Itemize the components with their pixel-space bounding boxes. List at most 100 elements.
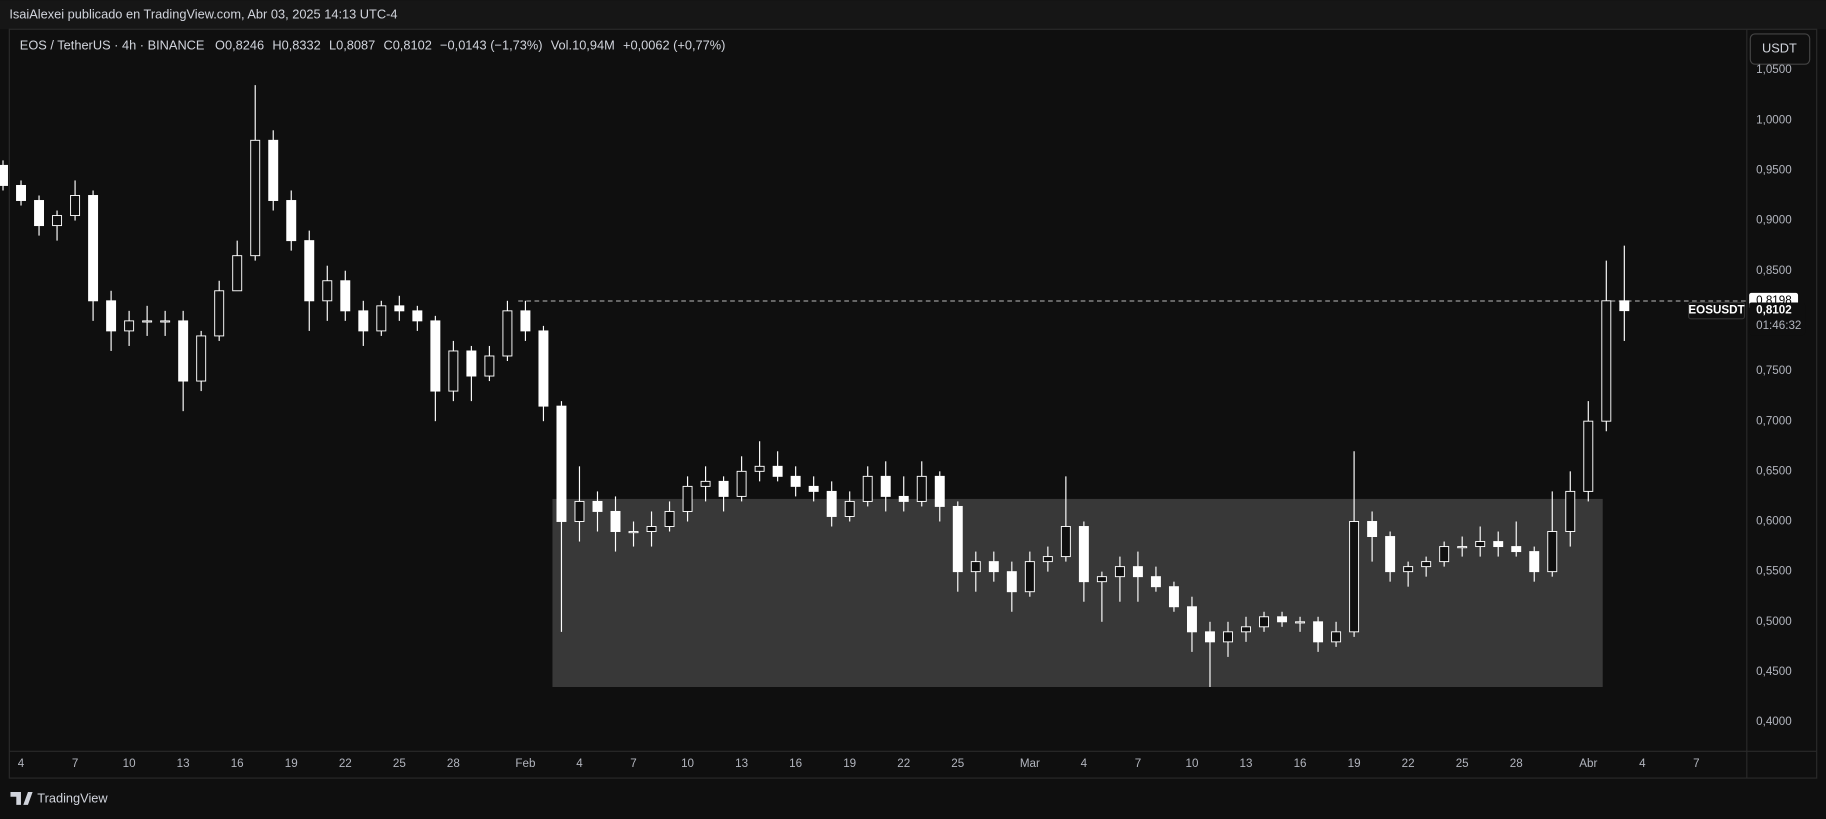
candle-body xyxy=(898,495,909,502)
candle-body xyxy=(502,310,513,357)
legend-key: O xyxy=(215,38,225,53)
last-price-box xyxy=(1749,302,1806,336)
candle-body xyxy=(1024,561,1035,593)
x-tick-label: 13 xyxy=(177,757,190,770)
x-tick-label: Abr xyxy=(1579,757,1597,770)
x-tick-label: 4 xyxy=(18,757,25,770)
candle-body xyxy=(358,310,369,332)
logo-mark xyxy=(10,792,33,805)
candle-body xyxy=(160,320,171,323)
publisher: IsaiAlexei publicado en TradingView.com,… xyxy=(9,7,397,22)
candle-body xyxy=(196,335,207,382)
candle-body xyxy=(1493,541,1504,548)
candle-body xyxy=(1205,631,1215,643)
x-tick-label: 25 xyxy=(393,757,406,770)
candle-body xyxy=(754,465,765,472)
legend-key: L xyxy=(329,38,336,53)
candle-body xyxy=(1457,546,1468,549)
y-tick-label: 1,0500 xyxy=(1756,63,1792,76)
y-tick-label: 0,4000 xyxy=(1756,715,1792,728)
candle-body xyxy=(340,280,351,312)
candle-body xyxy=(1385,536,1396,573)
candle-body xyxy=(1583,420,1594,492)
brand: TradingView xyxy=(37,790,108,805)
y-tick-label: 0,7000 xyxy=(1756,414,1792,427)
symbol-label-box xyxy=(1688,301,1746,320)
candle-body xyxy=(1313,621,1324,643)
y-tick-label: 0,4500 xyxy=(1756,665,1792,678)
candle-body xyxy=(1331,631,1342,643)
zone xyxy=(552,498,1603,687)
candle-body xyxy=(1186,606,1197,633)
y-tick-label: 0,7500 xyxy=(1756,364,1792,377)
x-tick-label: 25 xyxy=(951,757,964,770)
candle-body xyxy=(646,526,657,532)
candle-body xyxy=(430,320,441,392)
x-tick-label: 16 xyxy=(1294,757,1307,770)
candle-body xyxy=(448,350,459,392)
x-tick-label: Mar xyxy=(1020,757,1040,770)
candle-body xyxy=(934,475,945,507)
candle-body xyxy=(1132,566,1143,578)
candle-body xyxy=(628,531,639,534)
candle-body xyxy=(1529,551,1540,573)
x-tick-label: 16 xyxy=(789,757,802,770)
candle-body xyxy=(880,475,891,497)
x-tick-label: 4 xyxy=(576,757,583,770)
candle-body xyxy=(538,330,549,407)
legend-key: H xyxy=(272,38,281,53)
legend: EOS / TetherUS · 4h · BINANCE O0,8246 H0… xyxy=(20,38,726,53)
candle-body xyxy=(214,290,225,337)
candle-body xyxy=(610,510,621,532)
candle-body xyxy=(178,320,189,382)
candle-body xyxy=(952,505,963,573)
candle-body xyxy=(394,305,405,312)
candle-body xyxy=(1619,300,1630,312)
candle-body xyxy=(970,561,981,573)
candle-body xyxy=(1367,521,1378,537)
candle-body xyxy=(0,164,8,186)
legend-value: 0,8332 xyxy=(282,38,321,53)
candle-body xyxy=(1259,616,1269,628)
candle-body xyxy=(124,320,135,332)
candle-body xyxy=(484,355,495,377)
x-tick-label: 7 xyxy=(1135,757,1141,770)
countdown: 01:46:32 xyxy=(1756,319,1801,332)
candle-body xyxy=(88,195,99,302)
legend-value: 0,8246 xyxy=(225,38,264,53)
volume-value: 10,94M xyxy=(572,38,615,53)
candle-body xyxy=(1403,566,1414,573)
candle-body xyxy=(826,490,837,517)
x-tick-label: Feb xyxy=(515,757,535,770)
candle-body xyxy=(1295,621,1306,624)
y-tick-label: 1,0000 xyxy=(1756,113,1792,126)
candle-body xyxy=(772,465,783,477)
candle-body xyxy=(592,500,603,512)
y-tick-label: 0,6500 xyxy=(1756,464,1792,477)
currency-button[interactable] xyxy=(1749,33,1811,65)
candle-body xyxy=(1601,300,1612,422)
candle-body xyxy=(1150,576,1161,588)
candle-body xyxy=(1006,571,1017,593)
y-tick-label: 0,9500 xyxy=(1756,163,1792,176)
legend-key: C xyxy=(383,38,392,53)
candle-body xyxy=(52,215,63,227)
y-tick-label: 0,6000 xyxy=(1756,515,1792,528)
x-tick-label: 4 xyxy=(1081,757,1088,770)
x-tick-label: 25 xyxy=(1456,757,1469,770)
plot xyxy=(0,85,1747,687)
x-tick-label: 4 xyxy=(1639,757,1646,770)
currency-button-label[interactable]: USDT xyxy=(1762,40,1797,55)
candle-body xyxy=(1439,546,1450,563)
x-tick-label: 22 xyxy=(339,757,352,770)
x-tick-label: 19 xyxy=(285,757,298,770)
candle-body xyxy=(1078,526,1089,583)
candle-body xyxy=(1349,521,1360,633)
candle-body xyxy=(322,280,333,302)
x-tick-label: 7 xyxy=(630,757,636,770)
x-tick-label: 13 xyxy=(735,757,748,770)
candle-body xyxy=(718,480,729,497)
symbol-label: EOSUSDT xyxy=(1688,304,1744,317)
x-tick-label: 13 xyxy=(1240,757,1253,770)
